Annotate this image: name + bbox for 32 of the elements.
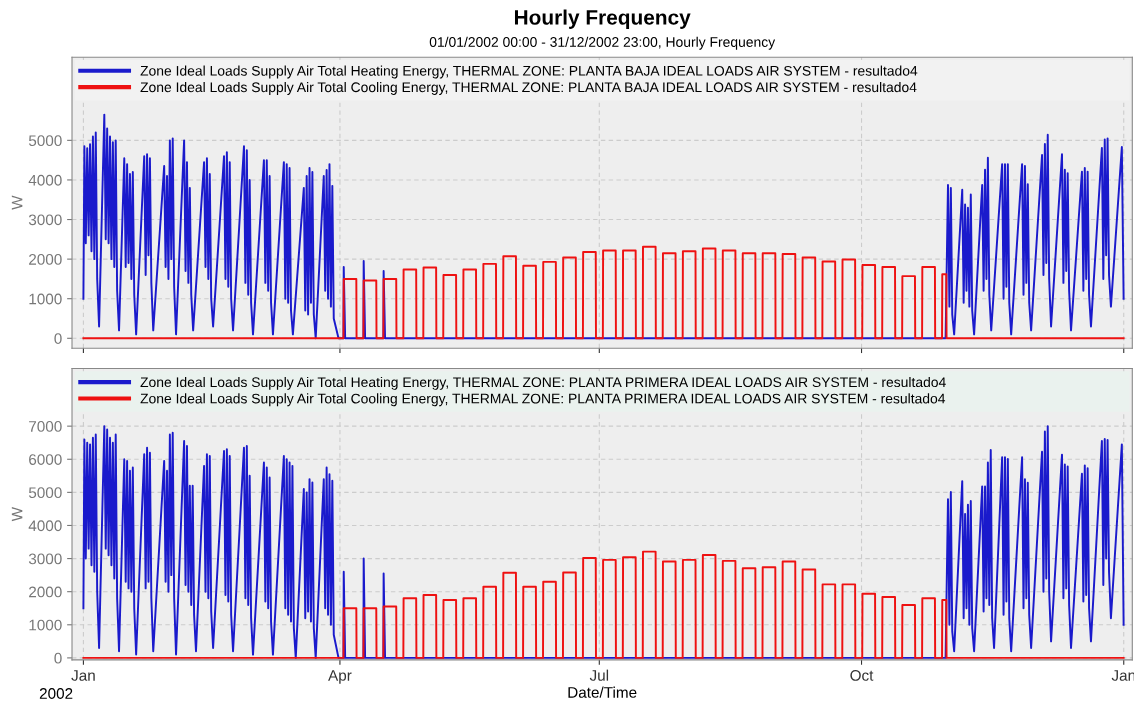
chart-title: Hourly Frequency xyxy=(514,9,691,29)
x-tick-label: Jan xyxy=(71,670,95,681)
y-tick-label: 0 xyxy=(54,333,62,344)
line-series xyxy=(82,425,1125,659)
y-tick-label: 4000 xyxy=(28,174,62,186)
x-tick-label: Oct xyxy=(850,670,874,681)
y-tick-label: 3000 xyxy=(28,553,62,565)
x-axis-title: Date/Time xyxy=(568,686,637,698)
line-series xyxy=(82,245,1125,340)
legend-label: Zone Ideal Loads Supply Air Total Cooling Energy, THERMAL ZONE: PLANTA PRIMERA IDEAL LOADS AIR SYSTEM - resultado4 xyxy=(140,393,946,407)
y-tick-label: 4000 xyxy=(28,520,62,532)
legend-label: Zone Ideal Loads Supply Air Total Cooling Energy, THERMAL ZONE: PLANTA BAJA IDEAL LOADS AIR SYSTEM - resultado4 xyxy=(140,81,917,95)
y-tick-label: 2000 xyxy=(29,253,62,265)
y-tick-label: 1000 xyxy=(29,619,62,631)
text: 2002 xyxy=(39,688,73,699)
line-series xyxy=(82,550,1125,659)
y-tick-label: 5000 xyxy=(28,135,62,147)
y-tick-label: 0 xyxy=(54,652,62,664)
y-tick-label: 7000 xyxy=(29,421,62,432)
x-tick-label: Apr xyxy=(328,670,352,684)
legend-label: Zone Ideal Loads Supply Air Total Heating Energy, THERMAL ZONE: PLANTA PRIMERA IDEAL LOADS AIR SYSTEM - resultado4 xyxy=(140,376,946,390)
chart-subtitle: 01/01/2002 00:00 - 31/12/2002 23:00, Hourly Frequency xyxy=(429,36,776,50)
y-tick-label: 5000 xyxy=(28,487,62,499)
x-tick-label: Jul xyxy=(589,669,609,681)
y-tick-label: 2000 xyxy=(29,586,62,598)
y-axis-title: W xyxy=(11,507,23,522)
y-axis-title: W xyxy=(11,195,23,210)
line-series xyxy=(82,113,1125,340)
y-tick-label: 3000 xyxy=(28,214,62,226)
y-tick-label: 1000 xyxy=(29,293,62,305)
y-tick-label: 6000 xyxy=(29,454,62,465)
legend-label: Zone Ideal Loads Supply Air Total Heating Energy, THERMAL ZONE: PLANTA BAJA IDEAL LOADS AIR SYSTEM - resultado4 xyxy=(140,65,918,79)
